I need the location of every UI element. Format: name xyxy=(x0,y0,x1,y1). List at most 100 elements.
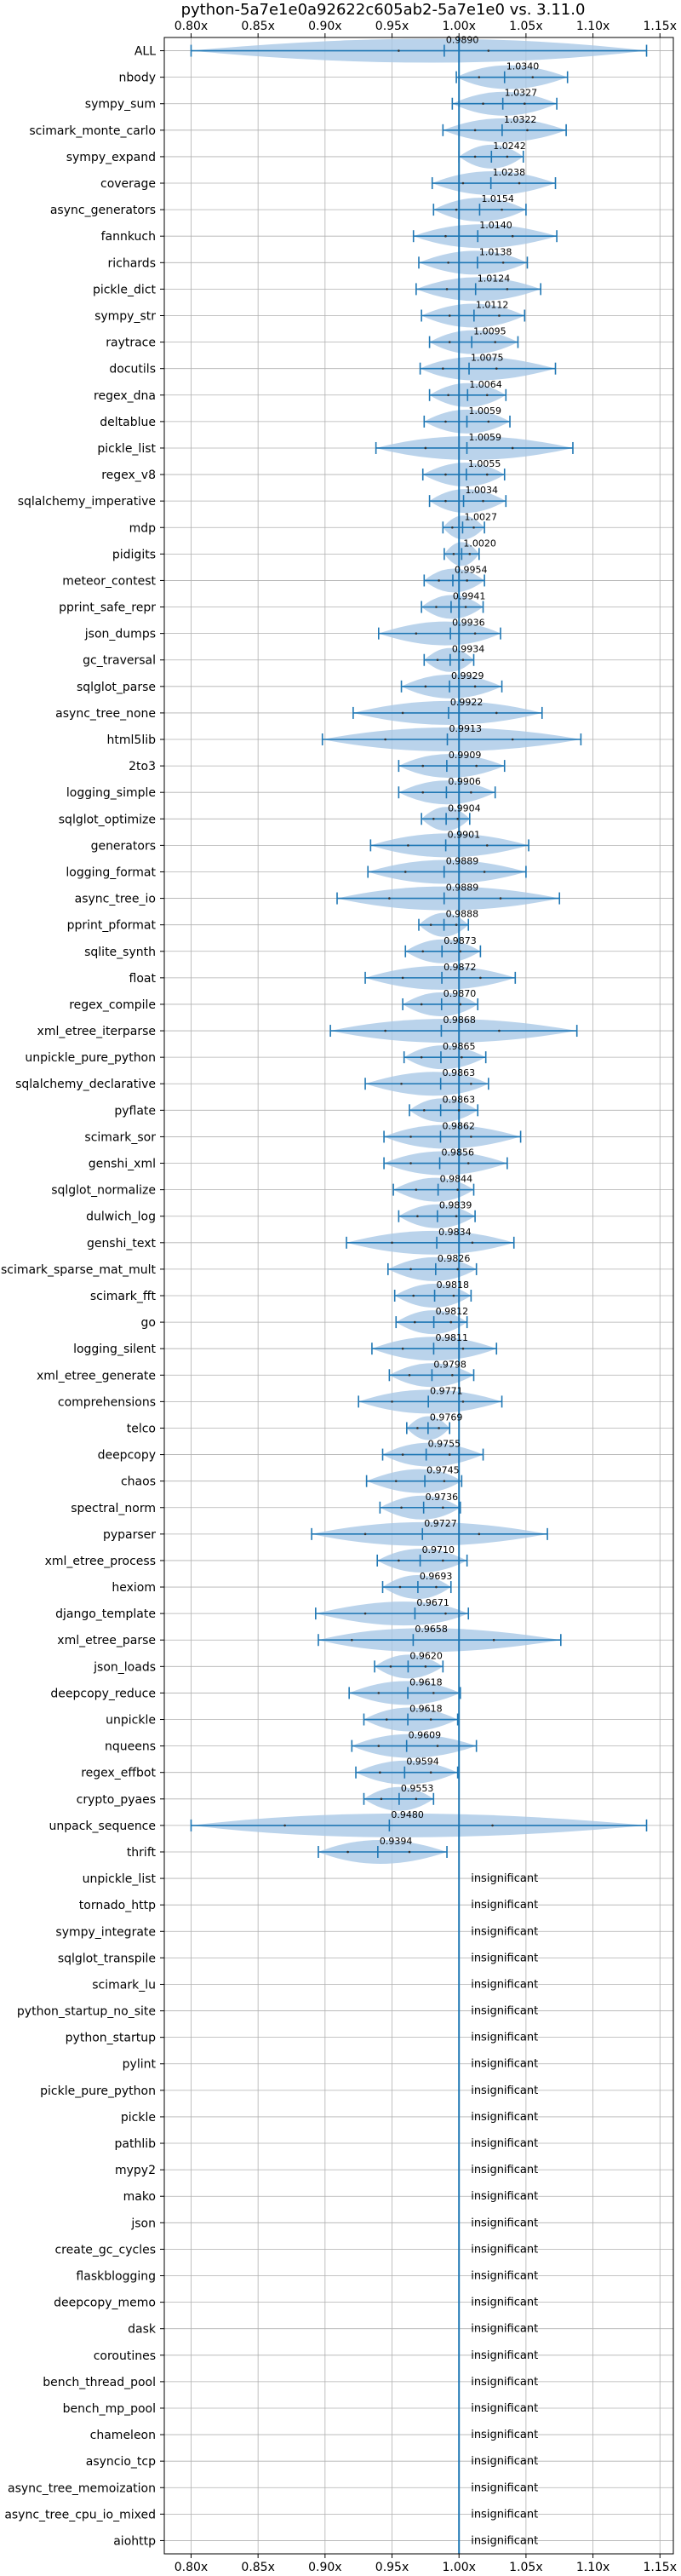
y-tick-label: json_dumps xyxy=(84,628,156,641)
x-tick-label-top: 1.15x xyxy=(644,20,677,33)
value-label: 0.9553 xyxy=(401,1783,434,1794)
insignificant-label: insignificant xyxy=(471,2005,538,2018)
value-label: 0.9798 xyxy=(433,1359,466,1370)
value-label: 0.9913 xyxy=(449,723,483,734)
chart-title: python-5a7e1e0a92622c605ab2-5a7e1e0 vs. … xyxy=(181,1,586,19)
quartile-dot xyxy=(448,314,451,317)
quartile-dot xyxy=(442,1506,444,1509)
y-tick-label: coverage xyxy=(100,177,156,191)
quartile-dot xyxy=(420,1055,423,1059)
quartile-dot xyxy=(444,420,447,423)
value-label: 0.9834 xyxy=(438,1227,472,1238)
quartile-dot xyxy=(498,314,501,317)
value-label: 0.9888 xyxy=(446,909,479,920)
y-tick-label: unpickle_list xyxy=(83,1872,157,1886)
quartile-dot xyxy=(457,1109,461,1112)
quartile-dot xyxy=(506,288,509,290)
quartile-dot xyxy=(470,1136,472,1138)
quartile-dot xyxy=(388,897,391,900)
y-tick-label: pylint xyxy=(123,2058,157,2072)
quartile-dot xyxy=(377,1692,381,1694)
value-label: 0.9671 xyxy=(416,1597,449,1608)
quartile-dot xyxy=(436,658,439,662)
y-tick-label: meteor_contest xyxy=(62,574,156,588)
value-label: 0.9727 xyxy=(424,1518,457,1529)
insignificant-label: insignificant xyxy=(471,2137,538,2150)
quartile-dot xyxy=(424,685,427,688)
value-label: 1.0124 xyxy=(478,273,511,284)
quartile-dot xyxy=(456,1188,459,1191)
value-label: 0.9936 xyxy=(452,618,485,629)
insignificant-label: insignificant xyxy=(471,2402,538,2415)
quartile-dot xyxy=(473,685,477,688)
quartile-dot xyxy=(475,764,478,768)
value-label: 0.9818 xyxy=(437,1279,470,1291)
quartile-dot xyxy=(511,234,514,238)
x-tick-label-bottom: 1.10x xyxy=(576,2561,609,2573)
quartile-dot xyxy=(461,658,465,662)
quartile-dot xyxy=(401,711,404,715)
y-tick-label: logging_simple xyxy=(66,786,156,800)
quartile-dot xyxy=(485,844,489,847)
value-label: 0.9693 xyxy=(420,1571,453,1582)
quartile-dot xyxy=(422,1109,426,1112)
y-tick-label: json xyxy=(130,2217,156,2230)
y-tick-label: pyparser xyxy=(103,1528,156,1542)
quartile-dot xyxy=(401,1347,404,1350)
quartile-dot xyxy=(408,1850,411,1854)
y-tick-label: pidigits xyxy=(112,548,156,561)
quartile-dot xyxy=(394,1480,398,1482)
value-label: 0.9954 xyxy=(455,564,488,575)
value-label: 0.9922 xyxy=(450,697,484,708)
quartile-dot xyxy=(526,129,529,132)
y-tick-label: comprehensions xyxy=(58,1395,156,1409)
y-tick-label: unpack_sequence xyxy=(49,1820,156,1833)
quartile-dot xyxy=(421,764,425,768)
quartile-dot xyxy=(436,1745,439,1747)
quartile-dot xyxy=(445,288,449,290)
quartile-dot xyxy=(443,1480,446,1482)
y-tick-label: sympy_sum xyxy=(85,98,156,112)
value-label: 0.9889 xyxy=(446,883,479,894)
y-tick-label: async_tree_memoization xyxy=(8,2481,156,2495)
value-label: 0.9909 xyxy=(449,750,482,761)
quartile-dot xyxy=(487,420,490,423)
value-label: 0.9873 xyxy=(444,935,477,946)
quartile-dot xyxy=(461,1400,465,1403)
y-tick-label: asyncio_tcp xyxy=(86,2455,156,2469)
quartile-dot xyxy=(444,473,447,476)
y-tick-label: async_generators xyxy=(50,204,156,217)
y-tick-label: xml_etree_parse xyxy=(57,1634,156,1647)
quartile-dot xyxy=(444,499,447,503)
value-label: 1.0340 xyxy=(506,61,540,72)
insignificant-label: insignificant xyxy=(471,2508,538,2521)
quartile-dot xyxy=(384,1029,386,1032)
y-tick-label: spectral_norm xyxy=(71,1502,156,1515)
value-label: 1.0238 xyxy=(493,167,526,178)
value-label: 0.9609 xyxy=(409,1730,441,1741)
x-tick-label-bottom: 0.85x xyxy=(241,2561,274,2573)
insignificant-label: insignificant xyxy=(471,2190,538,2203)
y-tick-label: scimark_lu xyxy=(92,1978,156,1992)
x-tick-label-bottom: 0.95x xyxy=(375,2561,409,2573)
value-label: 1.0027 xyxy=(464,511,497,522)
y-tick-label: async_tree_cpu_io_mixed xyxy=(4,2508,156,2521)
quartile-dot xyxy=(452,553,455,555)
value-label: 0.9839 xyxy=(439,1200,472,1211)
quartile-dot xyxy=(459,950,462,953)
value-label: 0.9618 xyxy=(409,1704,443,1715)
quartile-dot xyxy=(461,1055,463,1059)
quartile-dot xyxy=(420,1003,423,1006)
quartile-dot xyxy=(479,976,482,980)
y-tick-label: chaos xyxy=(121,1475,156,1489)
quartile-dot xyxy=(442,1559,444,1562)
value-label: 0.9755 xyxy=(428,1439,461,1450)
insignificant-label: insignificant xyxy=(471,2032,538,2044)
y-tick-label: docutils xyxy=(109,363,156,377)
quartile-dot xyxy=(473,129,477,132)
quartile-dot xyxy=(407,844,409,847)
y-tick-label: deepcopy xyxy=(98,1449,156,1463)
y-tick-label: raytrace xyxy=(106,336,156,350)
insignificant-label: insignificant xyxy=(471,2455,538,2468)
x-tick-label-top: 0.90x xyxy=(308,20,341,33)
